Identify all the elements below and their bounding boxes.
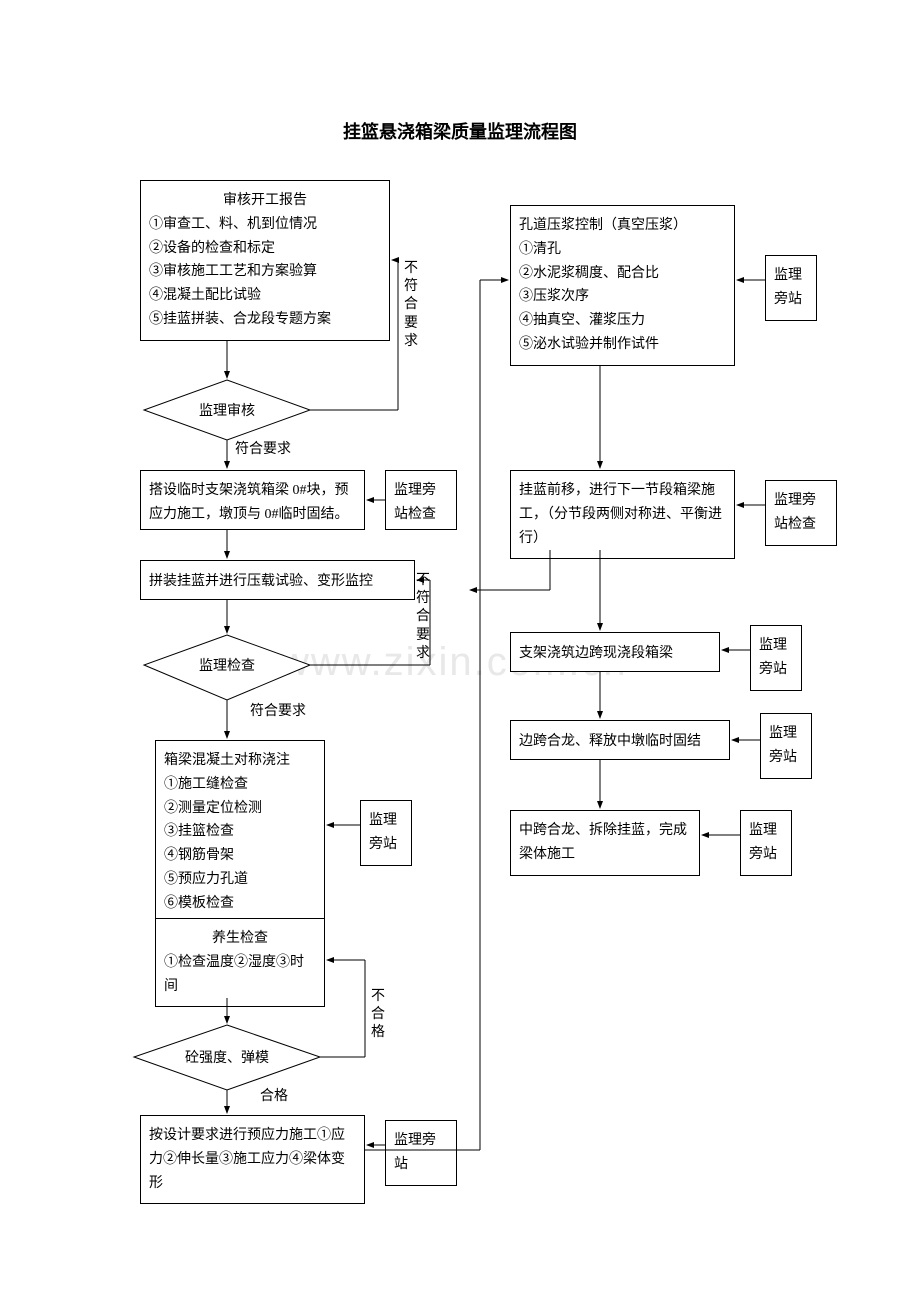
flowchart-page: www.zixin.com.cn 挂篮悬浇箱梁质量监理流程图 审核开工报告 ①审… — [0, 0, 920, 1302]
flowchart-connectors: 监理审核 监理检查 砼强度、弹模 — [0, 0, 920, 1302]
svg-text:监理检查: 监理检查 — [199, 658, 255, 674]
svg-text:砼强度、弹模: 砼强度、弹模 — [185, 1050, 269, 1066]
svg-text:监理审核: 监理审核 — [199, 403, 255, 419]
